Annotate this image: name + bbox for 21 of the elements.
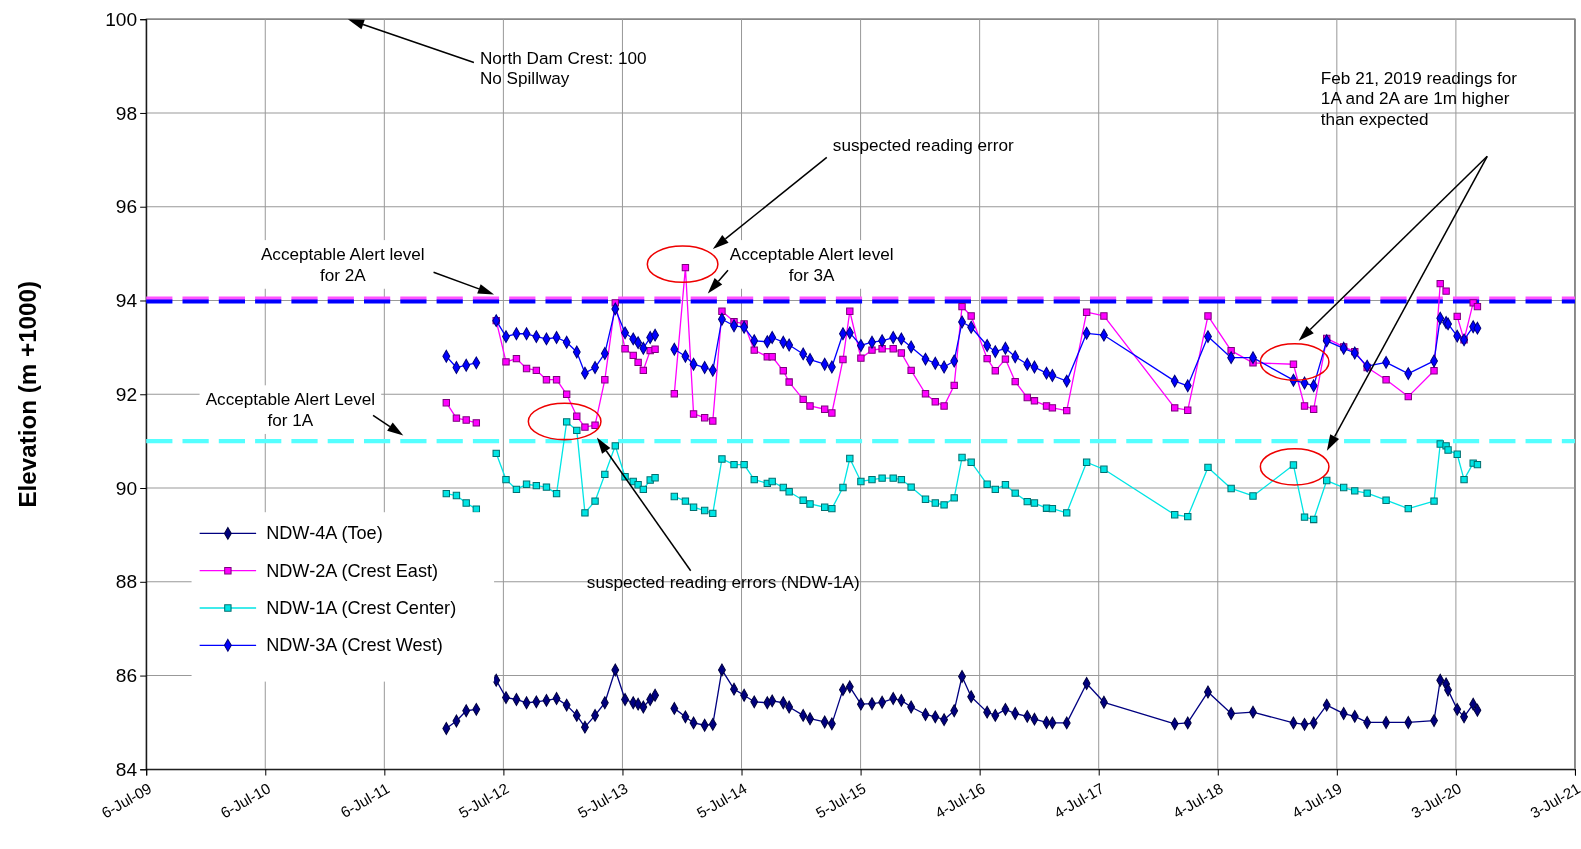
legend-label: NDW-4A (Toe) (266, 523, 383, 544)
y-tick-label: 98 (115, 102, 138, 124)
annotation: suspected reading errors (NDW-1A) (586, 571, 860, 592)
legend-label: NDW-3A (Crest West) (266, 635, 443, 656)
ref-line-label: Acceptable Alert level for 3A (729, 244, 894, 285)
y-tick-label: 92 (115, 383, 138, 405)
annotation: suspected reading error (832, 135, 1015, 156)
y-tick-label: 88 (115, 571, 138, 593)
ref-line-label: Acceptable Alert level for 2A (260, 244, 425, 285)
y-tick-label: 100 (105, 8, 138, 30)
y-tick-label: 96 (115, 196, 138, 218)
y-tick-label: 84 (115, 758, 138, 780)
legend-label: NDW-1A (Crest Center) (266, 598, 457, 619)
ref-line-label: Acceptable Alert Level for 1A (205, 389, 376, 430)
y-tick-label: 86 (115, 665, 138, 687)
y-tick-label: 94 (115, 290, 138, 312)
y-axis-title: Elevation (m +1000) (14, 280, 42, 508)
annotation: North Dam Crest: 100 No Spillway (479, 47, 647, 89)
annotation: Feb 21, 2019 readings for 1A and 2A are 1m higher than expected (1320, 67, 1518, 129)
y-tick-label: 90 (115, 477, 138, 499)
legend-label: NDW-2A (Crest East) (266, 560, 439, 581)
